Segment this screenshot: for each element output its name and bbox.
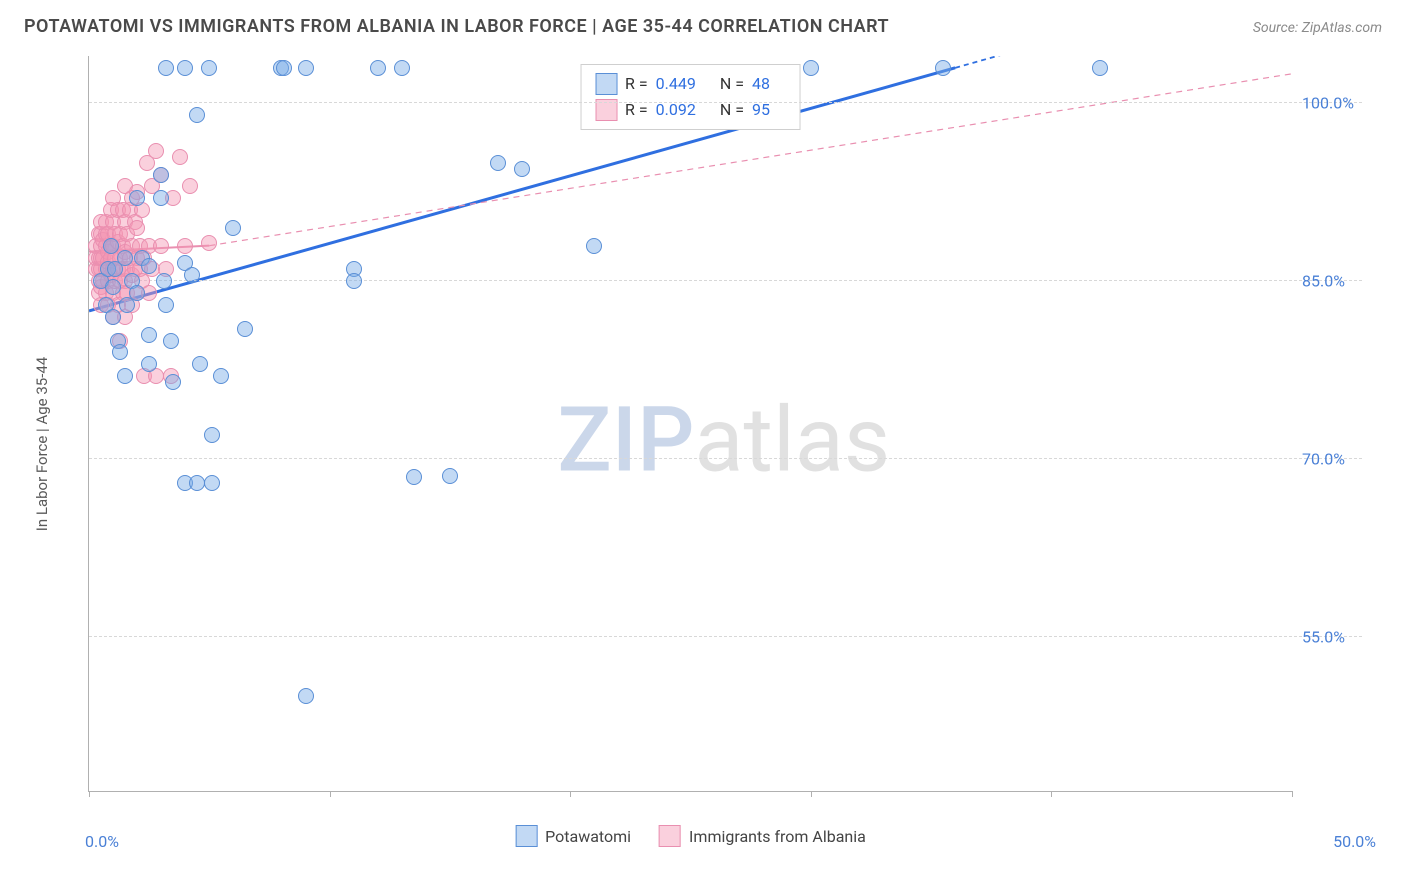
y-tick-label: 100.0% xyxy=(1302,94,1372,113)
data-point xyxy=(129,285,145,301)
data-point xyxy=(165,374,181,390)
gridline xyxy=(89,102,1362,103)
data-point xyxy=(153,167,169,183)
x-tick xyxy=(89,791,90,797)
x-tick xyxy=(811,791,812,797)
chart-title: POTAWATOMI VS IMMIGRANTS FROM ALBANIA IN… xyxy=(24,16,889,37)
data-point xyxy=(141,327,157,343)
data-point xyxy=(298,60,314,76)
data-point xyxy=(406,469,422,485)
swatch-potawatomi xyxy=(595,73,617,95)
x-tick xyxy=(570,791,571,797)
y-tick-label: 85.0% xyxy=(1302,272,1372,291)
data-point xyxy=(153,238,169,254)
data-point xyxy=(163,333,179,349)
n-label: N = xyxy=(720,97,744,123)
gridline xyxy=(89,280,1362,281)
data-point xyxy=(141,258,157,274)
watermark-zip: ZIP xyxy=(557,387,694,492)
stats-legend-row-1: R = 0.092 N = 95 xyxy=(595,97,786,123)
data-point xyxy=(586,238,602,254)
data-point xyxy=(213,368,229,384)
data-point xyxy=(225,220,241,236)
x-tick xyxy=(330,791,331,797)
legend-item-1: Immigrants from Albania xyxy=(659,825,866,847)
data-point xyxy=(158,60,174,76)
data-point xyxy=(1092,60,1108,76)
legend-label-1: Immigrants from Albania xyxy=(689,827,866,846)
y-tick-label: 70.0% xyxy=(1302,450,1372,469)
r-value-1: 0.092 xyxy=(656,97,696,123)
x-tick xyxy=(1051,791,1052,797)
plot-region: ZIPatlas R = 0.449 N = 48 R = 0.092 N = … xyxy=(88,56,1292,792)
data-point xyxy=(189,107,205,123)
series-legend: Potawatomi Immigrants from Albania xyxy=(515,825,866,847)
data-point xyxy=(370,60,386,76)
watermark-atlas: atlas xyxy=(695,387,891,492)
data-point xyxy=(803,60,819,76)
data-point xyxy=(184,267,200,283)
data-point xyxy=(117,250,133,266)
data-point xyxy=(346,273,362,289)
data-point xyxy=(237,321,253,337)
data-point xyxy=(172,149,188,165)
r-value-0: 0.449 xyxy=(656,71,696,97)
data-point xyxy=(129,190,145,206)
data-point xyxy=(153,190,169,206)
data-point xyxy=(117,368,133,384)
data-point xyxy=(204,475,220,491)
data-point xyxy=(276,60,292,76)
data-point xyxy=(394,60,410,76)
watermark: ZIPatlas xyxy=(557,387,890,492)
data-point xyxy=(514,161,530,177)
data-point xyxy=(204,427,220,443)
data-point xyxy=(177,238,193,254)
legend-swatch-1 xyxy=(659,825,681,847)
data-point xyxy=(105,309,121,325)
data-point xyxy=(141,356,157,372)
r-label: R = xyxy=(625,71,648,97)
data-point xyxy=(112,344,128,360)
legend-swatch-0 xyxy=(515,825,537,847)
data-point xyxy=(201,60,217,76)
data-point xyxy=(182,178,198,194)
y-axis-title: In Labor Force | Age 35-44 xyxy=(33,357,51,531)
n-label: N = xyxy=(720,71,744,97)
gridline xyxy=(89,636,1362,637)
data-point xyxy=(158,297,174,313)
data-point xyxy=(129,220,145,236)
y-tick-label: 55.0% xyxy=(1302,627,1372,646)
data-point xyxy=(192,356,208,372)
chart-header: POTAWATOMI VS IMMIGRANTS FROM ALBANIA IN… xyxy=(0,0,1406,45)
legend-label-0: Potawatomi xyxy=(545,827,631,846)
x-axis-max-label: 50.0% xyxy=(1333,832,1376,851)
n-value-1: 95 xyxy=(752,97,770,123)
chart-area: In Labor Force | Age 35-44 ZIPatlas R = … xyxy=(48,56,1382,832)
stats-legend: R = 0.449 N = 48 R = 0.092 N = 95 xyxy=(580,64,801,130)
data-point xyxy=(201,235,217,251)
data-point xyxy=(156,273,172,289)
data-point xyxy=(105,279,121,295)
gridline xyxy=(89,458,1362,459)
data-point xyxy=(298,688,314,704)
data-point xyxy=(442,468,458,484)
data-point xyxy=(148,143,164,159)
stats-legend-row-0: R = 0.449 N = 48 xyxy=(595,71,786,97)
data-point xyxy=(177,60,193,76)
chart-source: Source: ZipAtlas.com xyxy=(1253,20,1382,36)
data-point xyxy=(490,155,506,171)
data-point xyxy=(103,238,119,254)
data-point xyxy=(935,60,951,76)
x-axis-min-label: 0.0% xyxy=(85,832,119,851)
r-label: R = xyxy=(625,97,648,123)
x-tick xyxy=(1292,791,1293,797)
trend-lines xyxy=(89,56,1292,791)
legend-item-0: Potawatomi xyxy=(515,825,631,847)
n-value-0: 48 xyxy=(752,71,770,97)
